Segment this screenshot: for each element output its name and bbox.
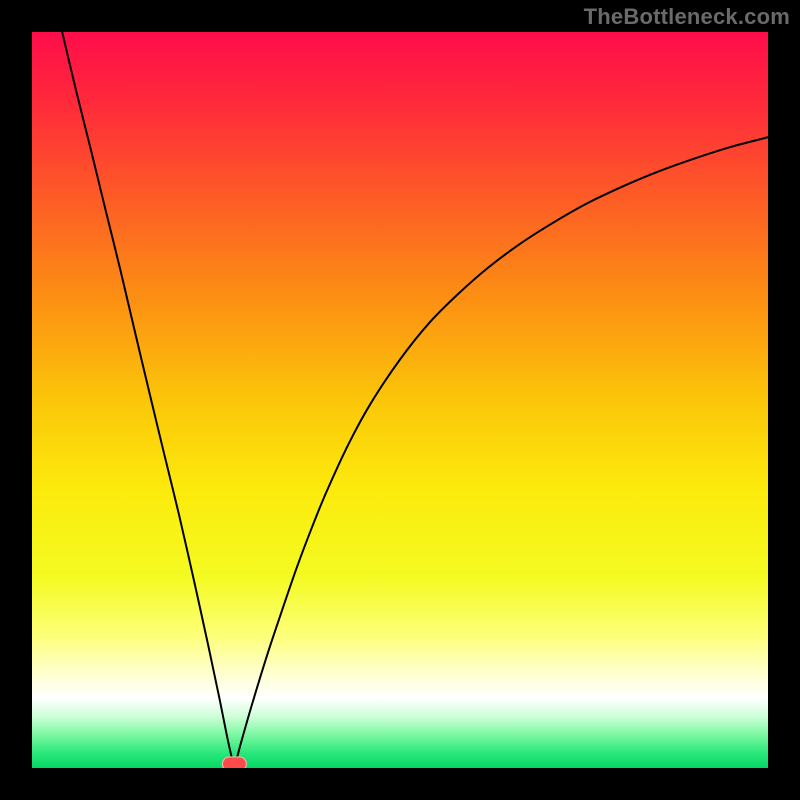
plot-svg xyxy=(32,32,768,768)
optimal-point-marker xyxy=(222,757,246,768)
watermark-text: TheBottleneck.com xyxy=(584,4,790,30)
chart-frame: TheBottleneck.com xyxy=(0,0,800,800)
plot-background xyxy=(32,32,768,768)
